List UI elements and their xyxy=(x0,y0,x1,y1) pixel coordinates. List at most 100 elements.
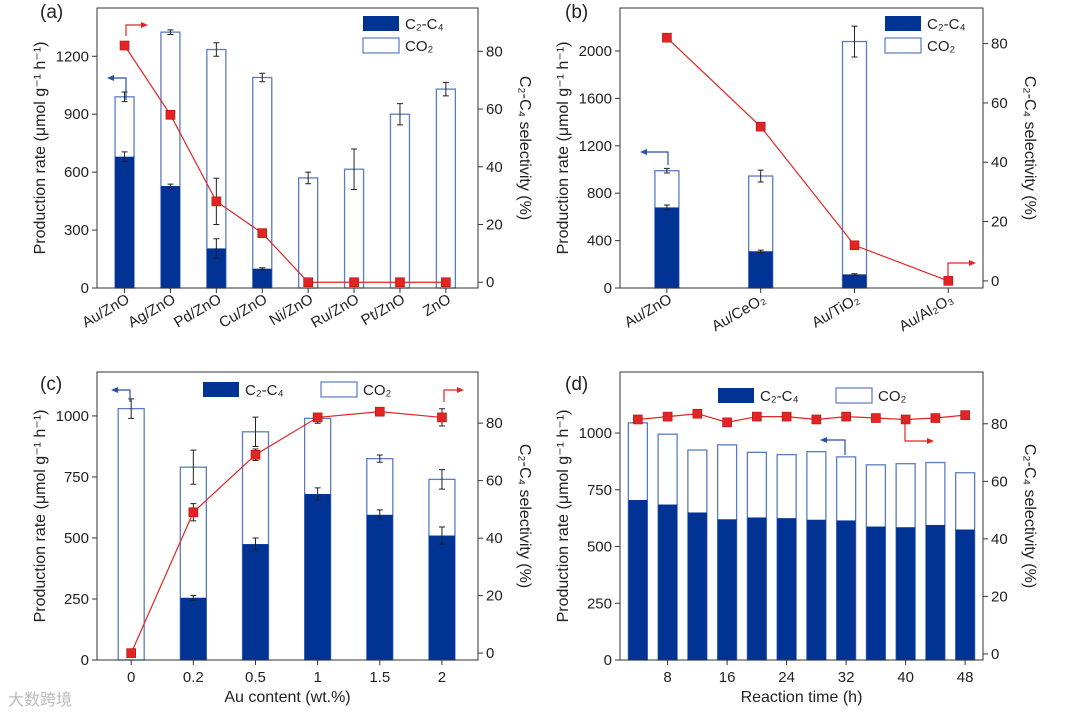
error-bar xyxy=(396,103,403,126)
error-bar xyxy=(438,469,445,490)
error-bar xyxy=(190,449,197,485)
right-axis-arrow-icon-head xyxy=(141,22,148,28)
c2c4-bar xyxy=(866,526,886,660)
selectivity-point xyxy=(165,110,176,120)
x-tick-label: Au/ZnO xyxy=(622,291,675,332)
c2c4-bar xyxy=(206,248,226,288)
y-tick-label: 0 xyxy=(604,652,612,669)
watermark: 大数跨境 xyxy=(8,690,72,709)
selectivity-point xyxy=(119,40,130,51)
left-axis-arrow-icon xyxy=(645,151,669,165)
plot-frame xyxy=(619,7,984,289)
legend-swatch-co2 xyxy=(320,381,358,398)
error-bar xyxy=(757,169,764,183)
y-tick-label: 500 xyxy=(64,530,89,547)
selectivity-point xyxy=(441,277,451,288)
c2c4-bar xyxy=(115,156,135,288)
y-right-axis-label: C₂-C₄ selectivity (%) xyxy=(516,76,533,220)
left-axis-arrow-icon xyxy=(112,77,127,100)
x-tick-label: Ru/ZnO xyxy=(308,291,362,332)
left-axis-arrow-icon-head xyxy=(820,437,827,443)
c2c4-bar xyxy=(180,597,207,660)
y-tick-label: 250 xyxy=(587,595,612,612)
legend-swatch-c2c4 xyxy=(203,382,239,397)
c2c4-bar xyxy=(717,519,737,660)
selectivity-line xyxy=(666,37,949,282)
y-tick-label: 250 xyxy=(64,591,89,608)
y-right-tick-label: 0 xyxy=(486,274,494,291)
c2c4-bar xyxy=(658,504,678,660)
chart-panel-b: 0 400 800 1200 1600 2000 0 20 40 60 80 Au/ZnO Au/CeO… xyxy=(555,2,1038,335)
chart-panel-a: 03006009001200020406080Au/ZnOAg/ZnOPd/Zn… xyxy=(32,2,533,332)
left-axis-arrow-icon-head xyxy=(640,149,647,155)
y-right-tick-label: 60 xyxy=(991,473,1008,490)
legend-label-co2: CO₂ xyxy=(363,382,392,399)
y-tick-label: 750 xyxy=(64,469,89,486)
legend-label-co2: CO₂ xyxy=(927,38,956,55)
y-axis-label: Production rate (μmol g⁻¹ h⁻¹) xyxy=(32,42,49,255)
co2-bar xyxy=(298,177,319,289)
y-right-tick-label: 60 xyxy=(991,95,1008,112)
selectivity-point xyxy=(849,240,860,251)
y-tick-label: 0 xyxy=(604,280,612,297)
co2-bar xyxy=(389,113,411,289)
legend-swatch-co2 xyxy=(362,37,400,54)
selectivity-point xyxy=(437,412,447,423)
x-tick-label: 24 xyxy=(778,669,795,686)
x-tick-label: 48 xyxy=(957,669,974,686)
y-right-tick-label: 40 xyxy=(486,159,503,176)
legend-swatch-co2 xyxy=(835,387,873,404)
selectivity-point xyxy=(900,414,911,425)
selectivity-point xyxy=(871,413,881,423)
co2-bar xyxy=(435,88,457,289)
error-bar xyxy=(851,273,858,276)
error-bar xyxy=(376,454,383,463)
selectivity-line xyxy=(130,411,443,654)
error-bar xyxy=(757,249,764,253)
c2c4-bar xyxy=(242,544,269,660)
c2c4-bar xyxy=(836,520,856,660)
y-axis-label: Production rate (μmol g⁻¹ h⁻¹) xyxy=(32,410,49,623)
legend-label-c2c4: C₂-C₄ xyxy=(405,16,444,33)
x-tick-label: 32 xyxy=(838,669,855,686)
selectivity-point xyxy=(349,277,359,288)
c2c4-bar xyxy=(366,514,393,660)
x-tick-label: 0 xyxy=(127,669,135,686)
c2c4-bar xyxy=(747,517,767,660)
selectivity-point xyxy=(188,507,199,518)
error-bar xyxy=(252,416,259,447)
x-tick-label: 0.5 xyxy=(245,669,266,686)
c2c4-bar xyxy=(304,494,331,660)
y-right-axis-label: C₂-C₄ selectivity (%) xyxy=(1021,444,1038,588)
x-tick-label: Ag/ZnO xyxy=(125,291,178,332)
y-axis-label: Production rate (μmol g⁻¹ h⁻¹) xyxy=(555,42,572,255)
x-tick-label: 16 xyxy=(719,669,736,686)
y-tick-label: 2000 xyxy=(579,43,612,60)
selectivity-point xyxy=(257,228,268,238)
selectivity-point xyxy=(211,196,222,207)
legend-label-c2c4: C₂-C₄ xyxy=(245,382,284,399)
c2c4-bar xyxy=(628,500,648,660)
error-bar xyxy=(663,204,670,211)
c2c4-bar xyxy=(748,251,773,288)
y-right-tick-label: 20 xyxy=(486,216,503,233)
c2c4-bar xyxy=(955,529,975,660)
c2c4-bar xyxy=(687,512,707,660)
selectivity-point xyxy=(312,412,323,423)
error-bar xyxy=(663,167,670,174)
left-axis-arrow-icon-head xyxy=(111,387,118,393)
y-right-tick-label: 40 xyxy=(486,530,503,547)
legend-swatch-co2 xyxy=(884,37,922,54)
selectivity-line xyxy=(637,413,966,423)
error-bar xyxy=(438,526,445,545)
left-axis-arrow-icon xyxy=(825,439,846,455)
selectivity-point xyxy=(930,413,941,423)
x-axis-label: Au content (wt.%) xyxy=(224,689,350,706)
plot-frame xyxy=(619,371,984,661)
panel-label: (c) xyxy=(40,374,62,395)
x-tick-label: 1 xyxy=(313,669,321,686)
selectivity-point xyxy=(752,411,762,422)
selectivity-point xyxy=(722,417,732,428)
y-right-tick-label: 40 xyxy=(991,531,1008,548)
